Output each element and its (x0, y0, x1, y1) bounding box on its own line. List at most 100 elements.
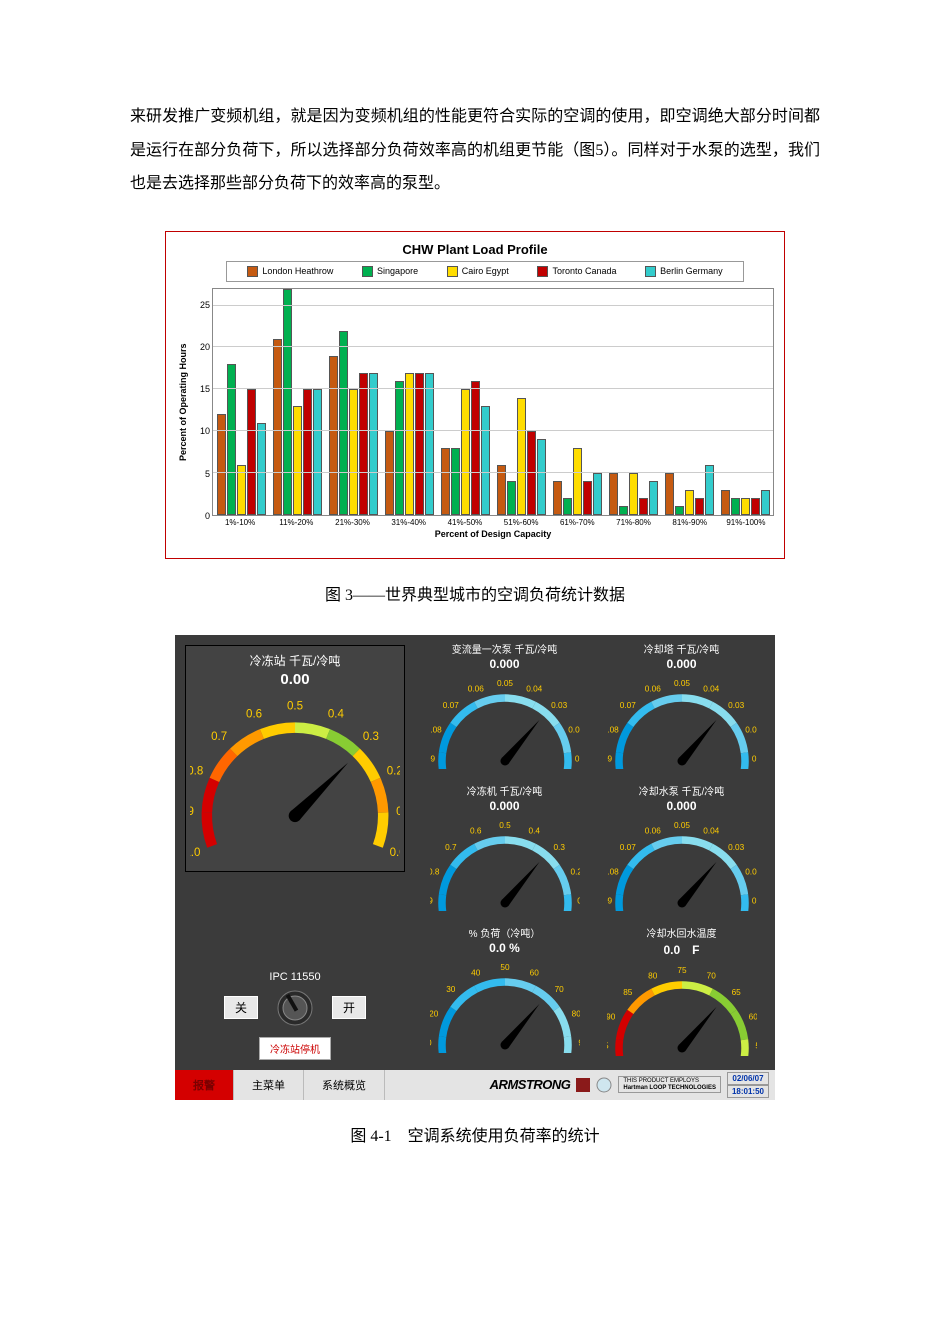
mini-gauge-panel: 冷却塔 千瓦/冷吨0.0000.100.090.080.070.060.050.… (598, 645, 765, 781)
svg-text:0.06: 0.06 (644, 827, 660, 836)
bar (593, 473, 602, 515)
bar (537, 439, 546, 514)
bar (731, 498, 740, 515)
mini-gauge-title: % 负荷（冷吨） (421, 929, 588, 940)
svg-text:95: 95 (607, 1042, 609, 1051)
mini-gauge-title: 变流量一次泵 千瓦/冷吨 (421, 645, 588, 656)
bar (573, 448, 582, 515)
on-button[interactable]: 开 (332, 996, 366, 1019)
bar (405, 373, 414, 515)
big-gauge-value: 0.00 (190, 671, 400, 688)
legend-item: Singapore (362, 266, 418, 277)
legend-item: London Heathrow (247, 266, 333, 277)
mini-gauge-title: 冷却塔 千瓦/冷吨 (598, 645, 765, 656)
svg-text:60: 60 (529, 969, 539, 978)
svg-text:0.5: 0.5 (287, 700, 303, 712)
legend-item: Berlin Germany (645, 266, 723, 277)
bar (441, 448, 450, 515)
bar (675, 506, 684, 514)
bar (283, 289, 292, 515)
footer-bar: 报警 主菜单 系统概览 ARMSTRONG THIS PRODUCT EMPLO… (175, 1070, 775, 1100)
bar-group (661, 289, 717, 515)
hartman-label: Hartman LOOP TECHNOLOGIES (623, 1085, 716, 1092)
bar (415, 373, 424, 515)
svg-text:0.06: 0.06 (644, 684, 660, 693)
overview-button[interactable]: 系统概览 (304, 1070, 385, 1100)
svg-text:30: 30 (446, 985, 456, 994)
mini-gauge-panel: 冷却水回水温度0.0 F10095908580757065605550 (598, 929, 765, 1065)
brand-logo-icon (576, 1078, 590, 1092)
bar-group (213, 289, 269, 515)
off-button[interactable]: 关 (224, 996, 258, 1019)
svg-text:0.4: 0.4 (328, 708, 345, 720)
bar (293, 406, 302, 515)
svg-text:0.9: 0.9 (430, 896, 433, 905)
bar (563, 498, 572, 515)
svg-text:0.02: 0.02 (568, 725, 580, 734)
bar (425, 373, 434, 515)
legend-item: Cairo Egypt (447, 266, 509, 277)
svg-text:0.1: 0.1 (577, 896, 580, 905)
bar (761, 490, 770, 515)
svg-text:0.09: 0.09 (607, 896, 612, 905)
bar (349, 389, 358, 515)
date-label: 02/06/07 (727, 1072, 769, 1085)
mini-gauge-panel: 冷冻机 千瓦/冷吨0.0001.00.90.80.70.60.50.40.30.… (421, 787, 588, 923)
svg-text:0.3: 0.3 (553, 843, 565, 852)
svg-text:80: 80 (648, 972, 658, 981)
dashboard: 冷冻站 千瓦/冷吨 0.00 1.00.90.80.70.60.50.40.30… (175, 635, 775, 1100)
bar (609, 473, 618, 515)
svg-text:90: 90 (578, 1039, 580, 1048)
svg-text:0.05: 0.05 (673, 821, 689, 830)
svg-text:55: 55 (755, 1042, 757, 1051)
mini-gauge-title: 冷却水泵 千瓦/冷吨 (598, 787, 765, 798)
svg-text:0.09: 0.09 (430, 754, 435, 763)
mini-gauge-icon: 1.00.90.80.70.60.50.40.30.20.10.0 (430, 816, 580, 911)
svg-text:0.03: 0.03 (728, 701, 744, 710)
svg-text:0.3: 0.3 (363, 731, 379, 743)
mini-gauge-icon: 10095908580757065605550 (607, 961, 757, 1056)
bar (471, 381, 480, 515)
svg-text:0.4: 0.4 (528, 827, 540, 836)
svg-text:0.5: 0.5 (499, 821, 511, 830)
svg-text:0.03: 0.03 (551, 701, 567, 710)
y-axis-label: Percent of Operating Hours (176, 288, 190, 516)
bar (313, 389, 322, 515)
big-gauge-title: 冷冻站 千瓦/冷吨 (190, 652, 400, 669)
bar (721, 490, 730, 515)
bar (395, 381, 404, 515)
mini-gauge-value: 0.0 F (598, 941, 765, 958)
svg-text:0.06: 0.06 (467, 684, 483, 693)
svg-text:85: 85 (623, 988, 633, 997)
caption-2: 图 4-1 空调系统使用负荷率的统计 (130, 1122, 820, 1146)
bar-group (717, 289, 773, 515)
bar (257, 423, 266, 515)
time-label: 18:01:50 (727, 1085, 769, 1098)
main-menu-button[interactable]: 主菜单 (234, 1070, 304, 1100)
svg-text:0.2: 0.2 (387, 765, 400, 777)
rotary-switch-icon[interactable] (276, 989, 314, 1027)
mini-gauge-icon: 0.100.090.080.070.060.050.040.030.020.01… (607, 674, 757, 769)
bar-group (493, 289, 549, 515)
svg-text:80: 80 (571, 1010, 579, 1019)
svg-text:90: 90 (607, 1013, 616, 1022)
bar (303, 389, 312, 515)
svg-text:0.8: 0.8 (430, 867, 440, 876)
svg-text:0.6: 0.6 (246, 708, 262, 720)
alarm-button[interactable]: 报警 (175, 1070, 234, 1100)
ipc-block: IPC 11550 关 开 冷冻站停机 (185, 971, 405, 1060)
svg-text:0.04: 0.04 (703, 684, 719, 693)
bar (649, 481, 658, 514)
svg-text:65: 65 (731, 988, 741, 997)
legend-item: Toronto Canada (537, 266, 616, 277)
bar-group (605, 289, 661, 515)
mini-gauge-value: 0.000 (598, 799, 765, 813)
svg-text:0.05: 0.05 (673, 679, 689, 688)
svg-text:1.0: 1.0 (190, 847, 200, 859)
svg-text:75: 75 (677, 966, 687, 975)
svg-text:0.01: 0.01 (574, 754, 579, 763)
bar (665, 473, 674, 515)
chart-title: CHW Plant Load Profile (176, 242, 774, 257)
svg-text:50: 50 (500, 963, 510, 972)
bar (507, 481, 516, 514)
